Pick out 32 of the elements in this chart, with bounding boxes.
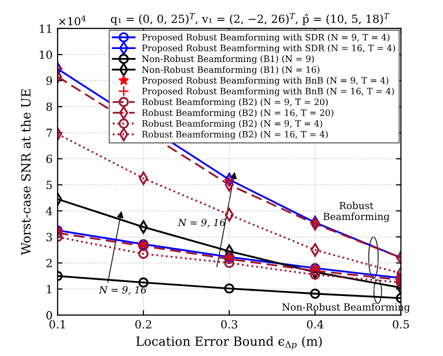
x-tick-label: 0.3 bbox=[221, 320, 238, 329]
y-tick-label: 4 bbox=[46, 206, 52, 216]
x-axis-title: Location Error Bound ϵ$_{Δp}$ (m) bbox=[136, 336, 322, 350]
y-tick-label: 3 bbox=[46, 232, 52, 242]
legend-label: Robust Beamforming (B2) (N = 16, T = 4) bbox=[142, 130, 328, 140]
y-tick-label: 0 bbox=[46, 311, 52, 320]
legend-label: Proposed Robust Beamforming with BnB (N = 16, T = 4) bbox=[142, 88, 394, 96]
legend-label: Robust Beamforming (B2) (N = 16, T = 20) bbox=[142, 109, 334, 118]
y-axis-title: Worst-case SNR at the UE bbox=[20, 89, 31, 256]
y-tick-label: 9 bbox=[46, 76, 52, 85]
legend-label: Proposed Robust Beamforming with SDR (N = 16, T = 4) bbox=[142, 44, 395, 54]
y-tick-label: 8 bbox=[46, 102, 52, 112]
legend-label: Robust Beamforming (B2) (N = 9, T = 20) bbox=[142, 98, 328, 108]
y-tick-label: 10 bbox=[40, 50, 52, 59]
text: ×10$^{4}$ bbox=[59, 15, 86, 26]
legend-label: Robust Beamforming (B2) (N = 9, T = 4) bbox=[142, 120, 322, 129]
x-tick-label: 0.2 bbox=[135, 320, 152, 329]
legend-label: Non-Robust Beamforming (B1) (N = 9) bbox=[142, 55, 314, 64]
x-tick-label: 0.4 bbox=[306, 320, 324, 329]
chart-title: q₁ = (0, 0, 25)$^{T}$, v₁ = (2, −2, 26)$^{T}$, p̂ = (10, 5, 18)$^{T}$ bbox=[110, 13, 390, 26]
y-tick-label: 6 bbox=[46, 154, 52, 164]
x-tick-label: 0.5 bbox=[392, 320, 409, 329]
legend-label: Proposed Robust Beamforming with BnB (N = 9, T = 4) bbox=[142, 76, 388, 86]
y-tick-label: 1 bbox=[47, 284, 52, 294]
y-tick-label: 5 bbox=[46, 180, 52, 190]
legend-label: Proposed Robust Beamforming with SDR (N = 9, T = 4) bbox=[142, 34, 390, 42]
y-tick-label: 7 bbox=[46, 128, 52, 137]
legend-label: Non-Robust Beamforming (B1) (N = 16) bbox=[142, 66, 320, 75]
x-tick-label: 0.1 bbox=[49, 320, 65, 329]
y-tick-label: 11 bbox=[40, 24, 52, 33]
annotation: Robust Beamforming bbox=[323, 202, 390, 222]
y-tick-label: 2 bbox=[46, 258, 52, 268]
